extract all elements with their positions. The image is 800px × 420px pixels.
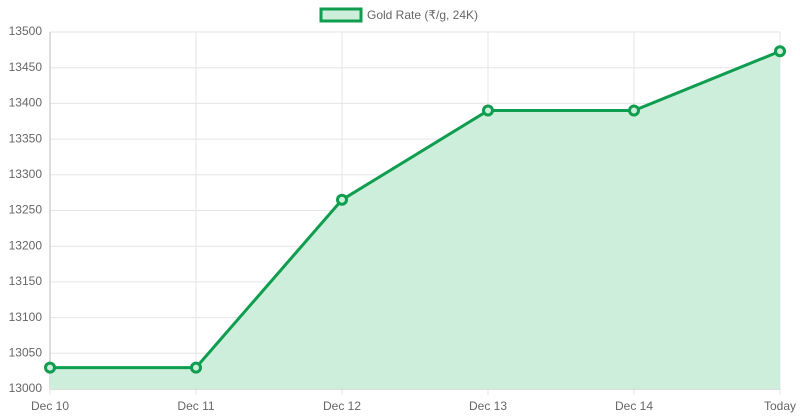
legend-label: Gold Rate (₹/g, 24K) [367,8,478,22]
legend: Gold Rate (₹/g, 24K) [319,7,478,23]
point [628,104,640,117]
y-tick-label: 13150 [9,274,43,288]
point [774,45,786,58]
point [190,361,202,374]
y-tick-label: 13250 [9,203,43,217]
x-tick-label: Today [764,399,796,413]
x-tick-label: Dec 10 [31,399,69,413]
line [50,49,781,370]
x-tick-label: Dec 11 [177,399,214,413]
x-tick-label: Dec 13 [469,399,507,413]
x-tick-label: Dec 12 [323,399,361,413]
y-tick-label: 13450 [9,60,43,74]
y-tick-label: 13400 [9,96,43,110]
y-tick-label: 13300 [9,167,43,181]
y-tick-label: 13000 [9,381,43,395]
y-tick-label: 13200 [9,238,43,252]
point [336,193,348,206]
y-tick-label: 13500 [9,24,43,38]
y-tick-label: 13350 [9,131,43,145]
point [44,361,56,374]
legend-swatch [319,7,363,23]
area [50,51,780,389]
y-tick-label: 13050 [9,345,43,359]
y-tick-label: 13100 [9,310,43,324]
point [482,104,494,117]
x-tick-label: Dec 14 [615,399,653,413]
